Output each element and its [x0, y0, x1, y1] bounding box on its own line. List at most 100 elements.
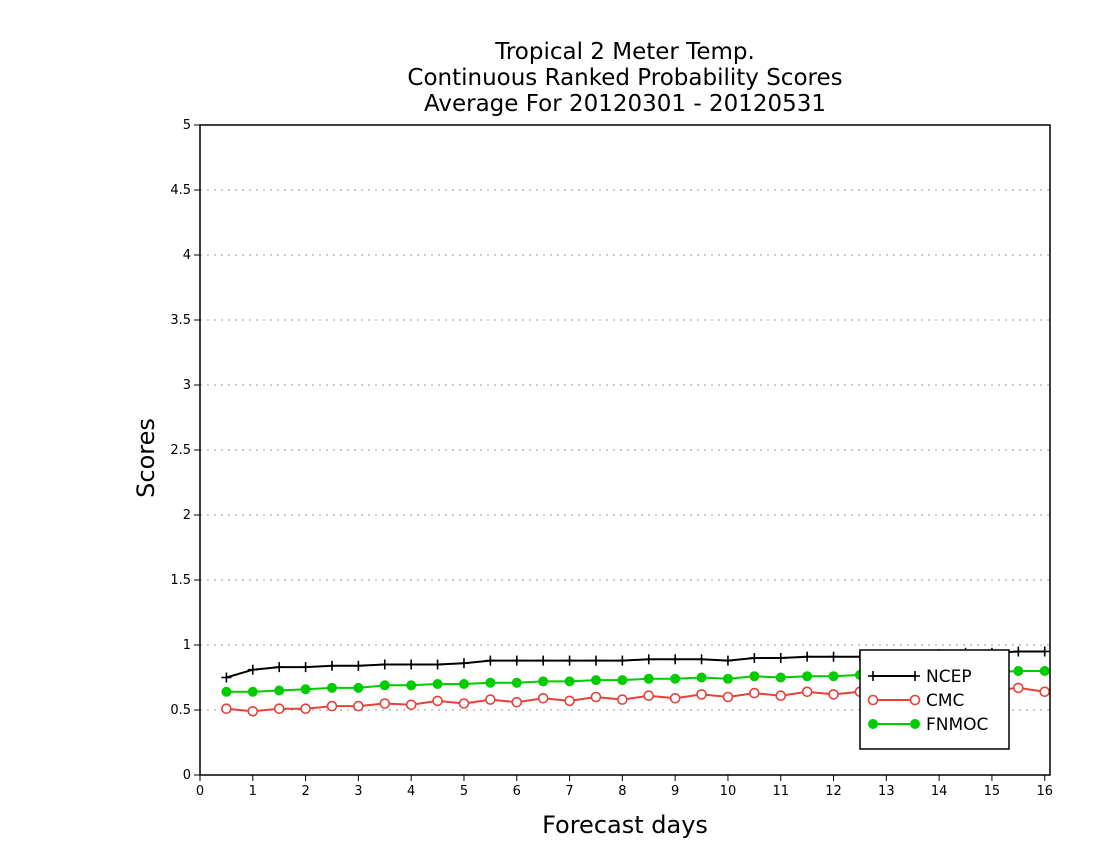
data-point-fnmoc — [326, 682, 337, 693]
legend-marker-start-fnmoc — [868, 719, 878, 729]
data-point-cmc — [722, 691, 734, 703]
data-point-ncep — [353, 660, 364, 671]
data-point-fnmoc — [590, 675, 601, 686]
legend-item-ncep: NCEP — [868, 667, 972, 687]
data-point-fnmoc — [749, 671, 760, 682]
legend-label-cmc: CMC — [926, 691, 964, 711]
data-point-cmc — [432, 695, 443, 707]
data-point-ncep — [458, 658, 469, 669]
data-point-fnmoc — [775, 672, 786, 683]
data-point-ncep — [722, 655, 733, 666]
data-point-cmc — [828, 689, 839, 700]
data-point-ncep — [300, 662, 311, 673]
data-point-fnmoc — [538, 676, 549, 687]
legend-marker-start-cmc — [867, 694, 879, 706]
data-point-ncep — [1039, 646, 1050, 657]
data-point-ncep — [696, 654, 707, 665]
data-point-cmc — [775, 690, 787, 702]
data-point-ncep — [379, 659, 390, 670]
data-point-ncep — [274, 662, 285, 673]
data-point-fnmoc — [670, 673, 681, 684]
data-point-cmc — [537, 692, 549, 704]
data-point-ncep — [485, 655, 496, 666]
x-tick-label: 7 — [565, 784, 573, 799]
data-point-fnmoc — [458, 679, 469, 689]
legend-marker-start-ncep — [868, 671, 878, 681]
data-point-ncep — [511, 655, 522, 666]
x-tick-label: 5 — [460, 784, 468, 799]
x-tick-label: 10 — [720, 784, 737, 799]
data-point-fnmoc — [564, 676, 575, 687]
legend-marker-end-ncep — [910, 671, 920, 681]
y-tick-label: 2 — [183, 508, 191, 523]
legend: NCEP CMC FNMOC — [859, 649, 1010, 750]
data-point-cmc — [326, 700, 338, 712]
data-point-fnmoc — [617, 675, 628, 686]
data-point-fnmoc — [247, 686, 258, 697]
data-point-fnmoc — [828, 671, 839, 682]
data-point-ncep — [828, 651, 839, 662]
data-point-ncep — [221, 672, 232, 683]
x-tick-label: 12 — [825, 784, 842, 799]
data-point-cmc — [749, 687, 760, 699]
x-tick-label: 16 — [1036, 784, 1053, 799]
y-axis-label: Scores — [132, 418, 160, 498]
y-tick-label: 3 — [183, 378, 191, 393]
data-point-fnmoc — [511, 677, 522, 688]
chart-title-line-1: Tropical 2 Meter Temp. — [494, 39, 755, 65]
y-tick-label: 4.5 — [170, 183, 191, 198]
data-point-cmc — [485, 694, 496, 705]
legend-item-fnmoc: FNMOC — [868, 715, 988, 735]
data-point-fnmoc — [379, 680, 390, 691]
y-tick-label: 2.5 — [170, 443, 191, 458]
data-point-ncep — [590, 655, 601, 666]
data-point-cmc — [379, 698, 391, 709]
data-point-cmc — [273, 703, 285, 715]
data-point-cmc — [617, 694, 628, 705]
x-tick-label: 8 — [618, 784, 626, 799]
legend-label-ncep: NCEP — [926, 667, 972, 687]
data-point-ncep — [406, 659, 417, 670]
data-point-fnmoc — [722, 673, 733, 684]
x-tick-label: 11 — [772, 784, 789, 799]
x-tick-label: 4 — [407, 784, 415, 799]
data-point-cmc — [590, 691, 602, 703]
data-point-ncep — [247, 664, 258, 675]
data-point-cmc — [801, 686, 813, 698]
data-point-fnmoc — [1039, 666, 1050, 676]
chart-title-line-2: Continuous Ranked Probability Scores — [407, 65, 842, 91]
data-point-fnmoc — [353, 682, 364, 693]
chart-title-line-3: Average For 20120301 - 20120531 — [424, 91, 826, 117]
legend-marker-end-cmc — [909, 694, 921, 706]
data-point-ncep — [749, 653, 760, 663]
y-tick-label: 4 — [183, 248, 191, 263]
data-point-fnmoc — [485, 677, 496, 688]
data-point-ncep — [617, 655, 628, 666]
legend-item-cmc: CMC — [867, 691, 964, 711]
data-point-fnmoc — [1013, 666, 1024, 676]
data-point-cmc — [221, 703, 232, 715]
data-point-fnmoc — [221, 686, 232, 697]
data-point-cmc — [353, 700, 364, 712]
y-tick-label: 3.5 — [170, 313, 191, 328]
data-point-cmc — [458, 698, 470, 709]
x-axis-label: Forecast days — [542, 811, 708, 839]
data-point-ncep — [326, 660, 337, 671]
y-tick-label: 1 — [183, 638, 191, 653]
y-tick-label: 5 — [183, 118, 191, 133]
x-tick-label: 0 — [196, 784, 204, 799]
y-tick-label: 1.5 — [170, 573, 191, 588]
data-point-cmc — [1039, 686, 1051, 698]
data-point-cmc — [511, 696, 523, 708]
data-point-fnmoc — [274, 685, 285, 696]
y-axis: 0 0.5 1 1.5 2 2.5 3 3.5 4 4.5 5 — [170, 118, 200, 783]
data-point-fnmoc — [406, 680, 417, 691]
x-tick-label: 14 — [931, 784, 948, 799]
data-point-cmc — [405, 699, 417, 711]
data-point-ncep — [643, 654, 654, 665]
x-tick-label: 9 — [671, 784, 679, 799]
data-point-ncep — [538, 655, 549, 666]
x-tick-label: 1 — [249, 784, 257, 799]
y-tick-label: 0.5 — [170, 703, 191, 718]
